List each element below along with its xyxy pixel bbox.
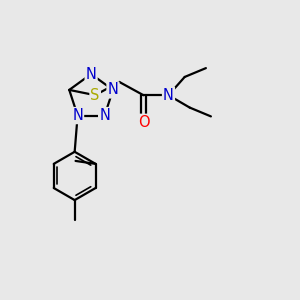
- Text: O: O: [138, 115, 149, 130]
- Text: N: N: [99, 108, 110, 123]
- Text: N: N: [86, 67, 97, 82]
- Text: S: S: [91, 88, 100, 103]
- Text: N: N: [107, 82, 118, 98]
- Text: N: N: [72, 108, 83, 123]
- Text: N: N: [163, 88, 174, 103]
